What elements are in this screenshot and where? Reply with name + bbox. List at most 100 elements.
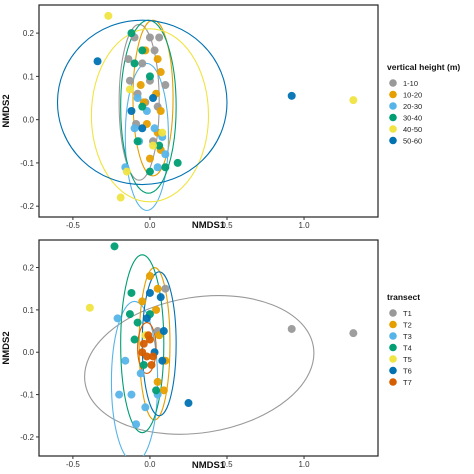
point-T1 xyxy=(161,284,170,293)
x-tick-label: 0.0 xyxy=(144,460,156,469)
legend-label-30-40: 30-40 xyxy=(403,114,422,123)
legend-label-T6: T6 xyxy=(403,367,412,376)
point-1-10 xyxy=(145,33,154,42)
y-tick-label: 0.1 xyxy=(23,72,35,81)
ellipse-layer xyxy=(84,254,315,456)
point-50-60 xyxy=(138,124,147,133)
legend-label-T4: T4 xyxy=(403,344,412,353)
point-layer xyxy=(85,242,358,429)
legend-label-T5: T5 xyxy=(403,355,412,364)
ellipse-50-60 xyxy=(56,19,228,186)
point-T7 xyxy=(149,352,158,361)
point-1-10 xyxy=(150,46,159,55)
point-T5 xyxy=(85,303,94,312)
point-30-40 xyxy=(133,137,142,146)
ellipse-40-50 xyxy=(90,28,210,203)
point-1-10 xyxy=(138,59,147,68)
ellipse-T1 xyxy=(84,295,315,435)
point-T2 xyxy=(145,272,154,280)
point-40-50 xyxy=(125,85,134,94)
point-20-30 xyxy=(161,150,170,159)
x-tick-label: 0.5 xyxy=(221,221,233,230)
point-T6 xyxy=(184,399,193,408)
x-tick-label: 1.0 xyxy=(298,460,310,469)
plot-frame xyxy=(38,239,379,457)
ellipse-layer xyxy=(56,19,228,212)
point-T7 xyxy=(138,348,147,357)
legend: vertical height (m) 1-10 10-20 20-30 30-40 40… xyxy=(387,62,460,146)
point-10-20 xyxy=(156,68,165,77)
x-tick-label: 1.0 xyxy=(298,221,310,230)
point-T2 xyxy=(138,297,147,306)
point-T4 xyxy=(125,310,134,319)
point-T3 xyxy=(141,403,150,412)
legend-key-30-40 xyxy=(389,113,397,122)
legend: transect T1 T2 T3 T4 T5 T6 T7 xyxy=(387,292,420,387)
point-1-10 xyxy=(161,81,170,90)
point-T4 xyxy=(110,242,119,251)
y-tick-label: -0.2 xyxy=(20,202,34,211)
legend-key-20-30 xyxy=(389,102,397,110)
point-10-20 xyxy=(156,107,165,115)
point-20-30 xyxy=(130,124,139,133)
point-30-40 xyxy=(145,72,154,81)
point-40-50 xyxy=(104,11,113,20)
y-tick-label: -0.2 xyxy=(20,433,34,442)
x-tick-label: 0.0 xyxy=(144,221,156,230)
point-30-40 xyxy=(138,46,147,55)
y-tick-label: 0.2 xyxy=(23,29,35,38)
point-30-40 xyxy=(127,29,136,38)
point-10-20 xyxy=(136,81,145,90)
legend-label-T7: T7 xyxy=(403,378,412,387)
point-T4 xyxy=(139,360,148,369)
y-axis-title: NMDS2 xyxy=(1,331,12,364)
point-40-50 xyxy=(122,167,131,176)
point-1-10 xyxy=(124,55,133,64)
point-T6 xyxy=(158,356,167,365)
point-T2 xyxy=(153,377,162,386)
y-tick-label: 0.0 xyxy=(23,116,35,125)
legend-label-50-60: 50-60 xyxy=(403,137,422,146)
point-T7 xyxy=(147,360,156,369)
point-T3 xyxy=(127,390,136,399)
legend-key-T5 xyxy=(389,355,397,363)
point-20-30 xyxy=(133,94,142,103)
point-1-10 xyxy=(125,76,134,85)
legend-key-T7 xyxy=(389,378,397,386)
ellipse-T4 xyxy=(120,254,165,434)
point-T3 xyxy=(132,420,141,429)
point-20-30 xyxy=(153,163,162,172)
legend-label-T1: T1 xyxy=(403,309,412,318)
legend-key-40-50 xyxy=(389,125,397,133)
ellipse-20-30 xyxy=(124,62,169,212)
point-T2 xyxy=(153,284,162,293)
x-tick-label: -0.5 xyxy=(66,221,80,230)
x-tick-label: -0.5 xyxy=(66,460,80,469)
chart-panel-1: -0.5 0.0 0.5 1.0 -0.2 -0.1 0.0 0.1 0.2 NMDS1 NMDS2… xyxy=(1,4,460,231)
point-1-10 xyxy=(155,33,164,42)
point-T2 xyxy=(159,386,168,395)
point-30-40 xyxy=(130,59,139,68)
point-30-40 xyxy=(138,102,147,111)
point-T6 xyxy=(156,293,165,302)
point-T4 xyxy=(152,386,161,395)
y-axis-title: NMDS2 xyxy=(1,94,12,127)
legend-label-40-50: 40-50 xyxy=(403,125,422,134)
point-30-40 xyxy=(155,141,164,150)
legend-title: transect xyxy=(387,292,420,302)
point-40-50 xyxy=(158,128,167,137)
point-T4 xyxy=(130,335,139,344)
point-T3 xyxy=(121,356,130,365)
y-tick-label: 0.1 xyxy=(23,306,35,315)
y-tick-label: -0.1 xyxy=(20,159,34,168)
legend-label-1-10: 1-10 xyxy=(403,79,418,88)
ellipse-T7 xyxy=(137,322,157,374)
legend-label-10-20: 10-20 xyxy=(403,91,422,100)
point-T3 xyxy=(115,390,124,399)
point-T3 xyxy=(113,314,122,323)
point-T1 xyxy=(287,324,296,333)
point-30-40 xyxy=(173,158,182,167)
legend-label-T2: T2 xyxy=(403,321,412,330)
legend-label-T3: T3 xyxy=(403,332,412,341)
